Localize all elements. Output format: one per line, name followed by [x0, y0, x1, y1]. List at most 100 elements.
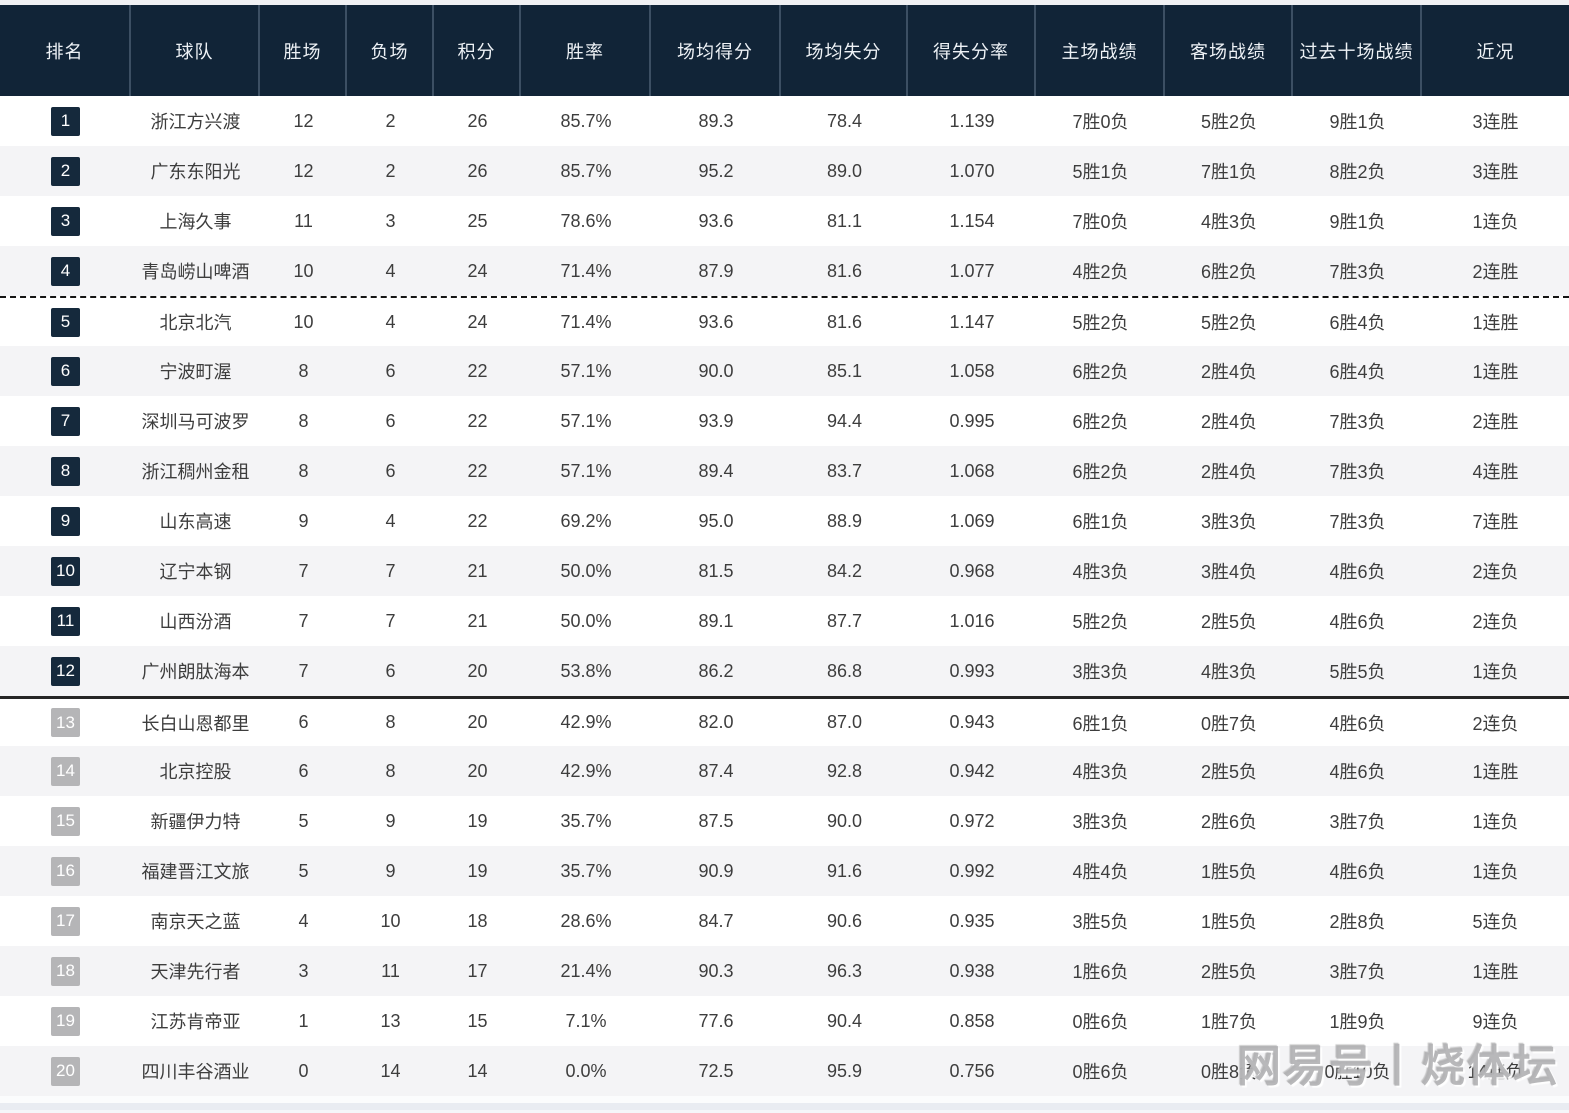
streak-cell: 5连负 — [1472, 912, 1519, 932]
home-record-cell: 4胜3负 — [1072, 562, 1129, 582]
ratio-cell: 0.968 — [949, 560, 995, 581]
away-record-cell: 2胜4负 — [1200, 412, 1258, 432]
wins-cell: 8 — [298, 410, 309, 431]
points-cell: 20 — [467, 712, 488, 732]
pts-for-cell: 87.4 — [698, 760, 734, 781]
rank-badge: 12 — [51, 656, 80, 686]
pts-for-cell: 93.6 — [698, 210, 734, 231]
win-pct-cell: 35.7% — [560, 810, 612, 831]
streak-cell: 1连负 — [1472, 862, 1519, 882]
table-row: 1 浙江方兴渡 12 2 26 85.7% 89.3 78.4 1.139 7胜0负 5胜2负 9胜1… — [0, 96, 1569, 146]
wins-cell: 4 — [298, 910, 309, 931]
home-record-cell: 4胜3负 — [1072, 762, 1129, 782]
ratio-cell: 0.938 — [949, 960, 995, 981]
pts-for-cell: 87.9 — [698, 260, 734, 281]
ratio-cell: 1.139 — [949, 110, 995, 131]
away-record-cell: 3胜3负 — [1200, 512, 1258, 532]
win-pct-cell: 7.1% — [565, 1010, 607, 1031]
standings-table: 排名 球队 胜场 负场 积分 胜率 场均得分 场均失分 得失分率 主场战绩 客场… — [0, 5, 1569, 1096]
points-cell: 24 — [467, 311, 488, 332]
pts-against-cell: 90.4 — [826, 1010, 863, 1031]
ratio-cell: 0.942 — [949, 760, 995, 781]
points-cell: 21 — [467, 560, 488, 581]
wins-cell: 12 — [293, 110, 314, 131]
streak-cell: 9连负 — [1472, 1012, 1519, 1032]
pts-for-cell: 90.3 — [698, 960, 734, 981]
points-cell: 26 — [467, 160, 488, 181]
home-record-cell: 4胜4负 — [1072, 862, 1129, 882]
rank-badge: 7 — [51, 406, 80, 436]
team-cell: 江苏肯帝亚 — [150, 1012, 241, 1032]
home-record-cell: 7胜0负 — [1072, 112, 1129, 132]
wins-cell: 12 — [293, 160, 314, 181]
points-cell: 18 — [467, 910, 488, 931]
ratio-cell: 1.077 — [949, 260, 995, 281]
team-cell: 浙江稠州金租 — [141, 462, 250, 482]
column-header-ratio: 得失分率 — [908, 5, 1036, 96]
last10-cell: 1胜9负 — [1329, 1012, 1386, 1032]
losses-cell: 9 — [385, 860, 396, 881]
footer-strip — [0, 1096, 1569, 1113]
wins-cell: 7 — [298, 560, 309, 581]
column-header-rank: 排名 — [0, 5, 131, 96]
home-record-cell: 3胜5负 — [1072, 912, 1129, 932]
home-record-cell: 6胜1负 — [1072, 713, 1129, 734]
win-pct-cell: 50.0% — [560, 610, 612, 631]
table-row: 19 江苏肯帝亚 1 13 15 7.1% 77.6 90.4 0.858 0胜6负 1胜7负 1胜9… — [0, 996, 1569, 1046]
team-cell: 山东高速 — [159, 512, 232, 532]
win-pct-cell: 50.0% — [560, 560, 612, 581]
ratio-cell: 0.756 — [949, 1060, 995, 1081]
rank-badge: 3 — [51, 206, 80, 236]
home-record-cell: 6胜2负 — [1072, 462, 1129, 482]
win-pct-cell: 78.6% — [560, 210, 612, 231]
team-cell: 广东东阳光 — [150, 162, 241, 182]
last10-cell: 7胜3负 — [1329, 462, 1386, 482]
last10-cell: 4胜6负 — [1329, 562, 1386, 582]
table-row: 5 北京北汽 10 4 24 71.4% 93.6 81.6 1.147 5胜2负 5胜2负 6胜4负… — [0, 296, 1569, 346]
losses-cell: 4 — [385, 260, 396, 281]
pts-against-cell: 90.0 — [826, 810, 863, 831]
rank-cell: 12 — [0, 646, 131, 696]
away-record-cell: 3胜4负 — [1200, 562, 1258, 582]
wins-cell: 10 — [293, 311, 314, 332]
losses-cell: 9 — [385, 810, 396, 831]
rank-cell: 13 — [0, 699, 131, 746]
losses-cell: 14 — [380, 1060, 401, 1081]
rank-badge: 19 — [51, 1006, 80, 1036]
win-pct-cell: 71.4% — [560, 260, 612, 281]
rank-badge: 1 — [51, 106, 80, 136]
away-record-cell: 2胜5负 — [1200, 762, 1258, 782]
ratio-cell: 0.943 — [949, 712, 995, 732]
home-record-cell: 1胜6负 — [1072, 962, 1129, 982]
pts-for-cell: 84.7 — [698, 910, 734, 931]
rank-cell: 2 — [0, 146, 131, 196]
team-cell: 广州朗肽海本 — [141, 662, 250, 682]
away-record-cell: 1胜7负 — [1200, 1012, 1258, 1032]
ratio-cell: 0.992 — [949, 860, 995, 881]
table-row: 12 广州朗肽海本 7 6 20 53.8% 86.2 86.8 0.993 3胜3负 4胜3负 5胜… — [0, 646, 1569, 696]
losses-cell: 2 — [385, 160, 396, 181]
wins-cell: 5 — [298, 810, 309, 831]
pts-against-cell: 94.4 — [826, 410, 863, 431]
rank-badge: 2 — [51, 156, 80, 186]
table-row: 9 山东高速 9 4 22 69.2% 95.0 88.9 1.069 6胜1负 3胜3负 7胜3负 7… — [0, 496, 1569, 546]
rank-badge: 14 — [51, 756, 80, 786]
win-pct-cell: 42.9% — [560, 760, 612, 781]
table-row: 20 四川丰谷酒业 0 14 14 0.0% 72.5 95.9 0.756 0胜6负 0胜8负 0胜… — [0, 1046, 1569, 1096]
losses-cell: 11 — [381, 960, 400, 981]
streak-cell: 1连胜 — [1472, 962, 1519, 982]
win-pct-cell: 85.7% — [560, 160, 612, 181]
win-pct-cell: 57.1% — [560, 410, 612, 431]
wins-cell: 11 — [294, 210, 313, 231]
rank-cell: 8 — [0, 446, 131, 496]
points-cell: 17 — [467, 960, 488, 981]
last10-cell: 4胜6负 — [1329, 713, 1386, 734]
rank-cell: 19 — [0, 996, 131, 1046]
home-record-cell: 5胜2负 — [1072, 313, 1129, 333]
losses-cell: 8 — [385, 760, 396, 781]
home-record-cell: 7胜0负 — [1072, 212, 1129, 232]
rank-cell: 5 — [0, 298, 131, 346]
team-cell: 四川丰谷酒业 — [141, 1062, 250, 1082]
rank-badge: 20 — [51, 1056, 80, 1086]
points-cell: 26 — [467, 110, 488, 131]
